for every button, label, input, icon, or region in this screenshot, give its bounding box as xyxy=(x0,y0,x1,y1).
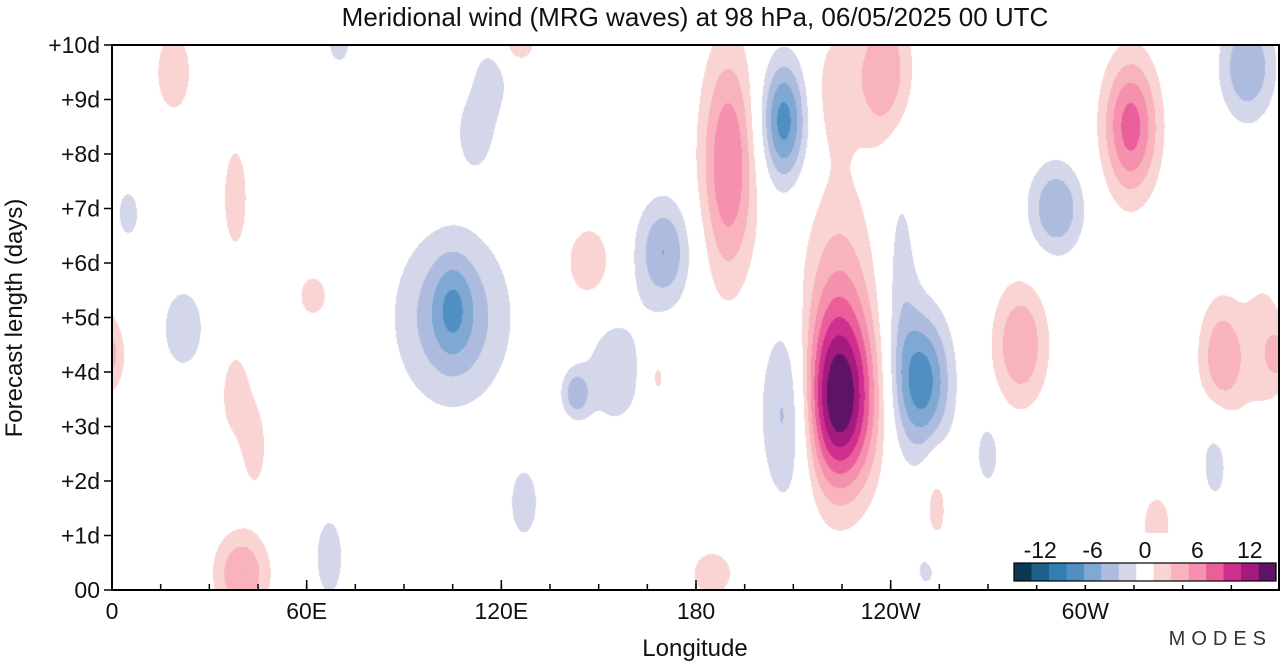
y-axis-label: Forecast length (days) xyxy=(1,199,28,438)
colorbar-tick-label: -6 xyxy=(1082,537,1102,563)
x-tick-label: 120W xyxy=(861,598,921,624)
y-tick-label: +1d xyxy=(61,523,100,549)
y-tick-label: 00 xyxy=(74,577,100,603)
y-tick-label: +4d xyxy=(61,359,100,385)
colorbar-swatch xyxy=(1223,563,1242,581)
colorbar-swatch xyxy=(1118,563,1137,581)
colorbar-swatch xyxy=(1048,563,1067,581)
heatmap xyxy=(111,44,1280,591)
colorbar-swatch xyxy=(1031,563,1050,581)
x-tick-label: 180 xyxy=(677,598,715,624)
colorbar-swatch xyxy=(1101,563,1120,581)
y-tick-label: +3d xyxy=(61,414,100,440)
colorbar-swatch xyxy=(1153,563,1172,581)
y-tick-label: +9d xyxy=(61,87,100,113)
modes-logo: MODES xyxy=(1169,628,1272,650)
y-tick-label: +6d xyxy=(61,250,100,276)
heatmap-field xyxy=(112,45,1280,590)
y-tick-label: +8d xyxy=(61,141,100,167)
heatmap-canvas xyxy=(112,45,1280,590)
chart-title: Meridional wind (MRG waves) at 98 hPa, 0… xyxy=(342,2,1049,32)
colorbar-swatch xyxy=(1066,563,1085,581)
colorbar-swatch xyxy=(1188,563,1207,581)
colorbar-legend: -12 -6 0 6 12 xyxy=(1012,533,1278,585)
colorbar-swatch xyxy=(1136,563,1155,581)
y-tick-label: +7d xyxy=(61,196,100,222)
colorbar-swatch xyxy=(1258,563,1277,581)
x-tick-label: 60E xyxy=(286,598,327,624)
colorbar-swatch xyxy=(1171,563,1190,581)
y-tick-label: +10d xyxy=(48,32,100,58)
colorbar-swatch xyxy=(1206,563,1225,581)
axis-ticks: 0 60E 120E 180 120W 60W 00 +1d +2d +3d +4d +5d +6d +7… xyxy=(48,32,1233,624)
x-tick-label: 120E xyxy=(474,598,528,624)
colorbar-tick-label: 0 xyxy=(1139,537,1152,563)
colorbar-frame xyxy=(1013,562,1277,582)
colorbar-swatch xyxy=(1083,563,1102,581)
x-tick-label: 0 xyxy=(106,598,119,624)
colorbar-tick-label: -12 xyxy=(1024,537,1057,563)
x-tick-label: 60W xyxy=(1062,598,1110,624)
y-tick-label: +2d xyxy=(61,468,100,494)
colorbar-tick-label: 12 xyxy=(1237,537,1263,563)
x-axis-label: Longitude xyxy=(642,635,747,662)
colorbar-swatch xyxy=(1241,563,1260,581)
y-tick-label: +5d xyxy=(61,305,100,331)
colorbar-tick-label: 6 xyxy=(1191,537,1204,563)
colorbar-swatch xyxy=(1014,563,1032,581)
